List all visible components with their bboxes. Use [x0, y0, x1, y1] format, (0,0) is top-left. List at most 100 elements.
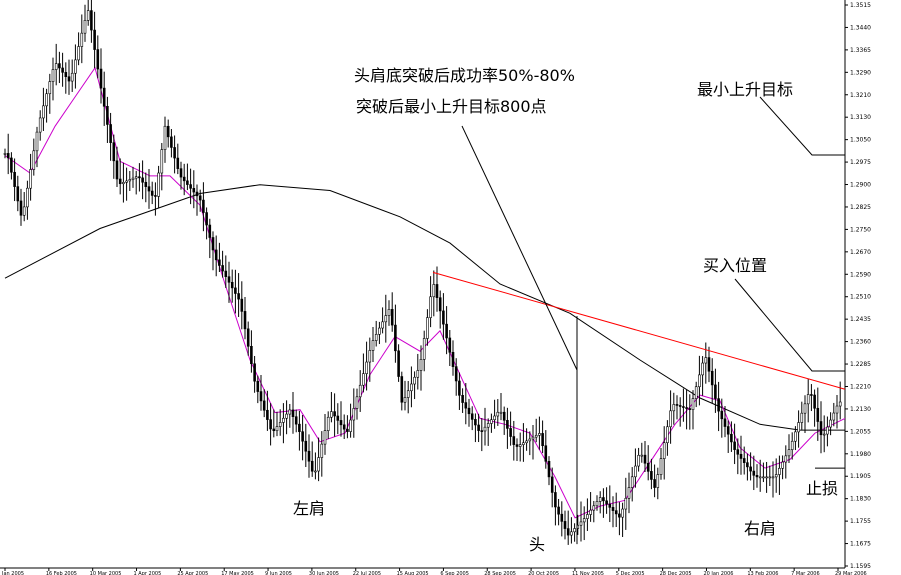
candle-body — [202, 199, 205, 213]
y-tick-label: 1.3290 — [850, 69, 871, 76]
candle-body — [426, 317, 429, 339]
candle-body — [614, 510, 618, 515]
candle-body — [154, 195, 157, 197]
candle-body — [838, 401, 842, 407]
candle-body — [480, 430, 484, 432]
candle-body — [179, 168, 183, 178]
candle-body — [819, 421, 823, 436]
candle-body — [125, 180, 128, 183]
candle-body — [797, 422, 800, 433]
y-tick-label: 1.2900 — [850, 182, 871, 189]
candle-body — [515, 444, 519, 447]
annotation-right-shoulder: 右肩 — [744, 519, 776, 538]
candle-body — [106, 105, 109, 125]
candle-body — [326, 416, 330, 431]
candle-body — [499, 411, 503, 414]
y-tick-label: 1.2750 — [850, 226, 871, 233]
candle-body — [746, 462, 749, 468]
candle-body — [150, 190, 154, 196]
candle-body — [416, 370, 420, 378]
candle-body — [189, 184, 192, 189]
candle-body — [778, 468, 781, 475]
candle-body — [710, 370, 714, 386]
candle-body — [406, 390, 410, 398]
y-tick-label: 1.2285 — [850, 361, 871, 368]
y-tick-label: 1.2510 — [850, 294, 871, 301]
candle-body — [374, 333, 378, 341]
candle-body — [333, 411, 336, 417]
candle-body — [486, 423, 490, 428]
candle-body — [240, 298, 244, 312]
candle-body — [358, 384, 362, 398]
y-tick-label: 1.1595 — [850, 563, 871, 570]
candle-body — [330, 411, 333, 418]
x-tick-label: 20 Jan 2006 — [703, 571, 733, 575]
candle-body — [707, 357, 711, 372]
candle-body — [176, 157, 180, 169]
candle-body — [464, 402, 468, 409]
candle-body — [32, 150, 36, 170]
candle-body — [102, 87, 106, 107]
candle-body — [550, 476, 554, 493]
candle-body — [458, 380, 461, 396]
y-tick-label: 1.1830 — [850, 496, 871, 503]
x-tick-label: 9 Jun 2005 — [265, 571, 292, 575]
candle-body — [490, 419, 493, 424]
y-tick-label: 1.2435 — [850, 316, 871, 323]
candle-body — [80, 32, 84, 47]
candle-body — [650, 471, 653, 480]
candle-body — [448, 337, 452, 353]
candle-body — [378, 327, 381, 335]
y-tick-label: 1.3515 — [850, 2, 871, 9]
candle-body — [346, 428, 349, 432]
annotation-buy-position: 买入位置 — [703, 256, 767, 275]
candle-body — [525, 440, 528, 444]
candle-body — [656, 474, 660, 488]
y-tick-label: 1.3365 — [850, 47, 871, 54]
candle-body — [736, 449, 740, 455]
candle-body — [304, 440, 308, 452]
y-tick-label: 1.2130 — [850, 406, 871, 413]
candle-body — [720, 410, 724, 420]
y-tick-label: 1.2210 — [850, 383, 871, 390]
candle-body — [362, 373, 365, 386]
y-tick-label: 1.2975 — [850, 159, 871, 166]
candle-body — [643, 454, 647, 464]
candle-body — [678, 405, 682, 407]
candle-body — [74, 59, 77, 74]
candle-body — [832, 412, 836, 421]
candle-body — [662, 442, 666, 459]
candle-body — [365, 361, 368, 374]
candle-body — [682, 406, 685, 408]
candle-body — [61, 67, 64, 73]
candle-body — [749, 466, 752, 472]
x-tick-label: 13 Feb 2006 — [747, 571, 778, 575]
x-tick-label: 11 Nov 2005 — [572, 571, 604, 575]
candle-body — [806, 394, 810, 405]
candle-body — [733, 441, 736, 450]
x-tick-label: 5 Dec 2005 — [616, 571, 645, 575]
candle-body — [301, 431, 304, 442]
candle-body — [566, 528, 570, 536]
candle-body — [371, 340, 375, 351]
annotation-left-shoulder: 左肩 — [293, 499, 325, 518]
target-level-pointer — [759, 96, 845, 156]
candle-body — [646, 462, 650, 472]
y-tick-label: 1.2825 — [850, 204, 871, 211]
candle-body — [70, 72, 74, 82]
x-tick-label: 29 Mar 2006 — [835, 571, 867, 575]
candle-body — [752, 470, 756, 476]
candle-body — [714, 384, 717, 399]
candle-body — [422, 338, 426, 360]
x-tick-label: 30 Jun 2005 — [309, 571, 339, 575]
y-tick-label: 1.1905 — [850, 473, 871, 480]
candle-body — [214, 249, 218, 261]
candle-body — [528, 438, 532, 442]
candle-body — [259, 391, 263, 402]
candle-body — [10, 157, 13, 173]
candle-body — [730, 433, 733, 443]
candle-body — [134, 176, 138, 179]
candle-body — [19, 200, 23, 216]
candle-body — [762, 476, 765, 479]
x-tick-label: 16 Feb 2005 — [46, 571, 77, 575]
